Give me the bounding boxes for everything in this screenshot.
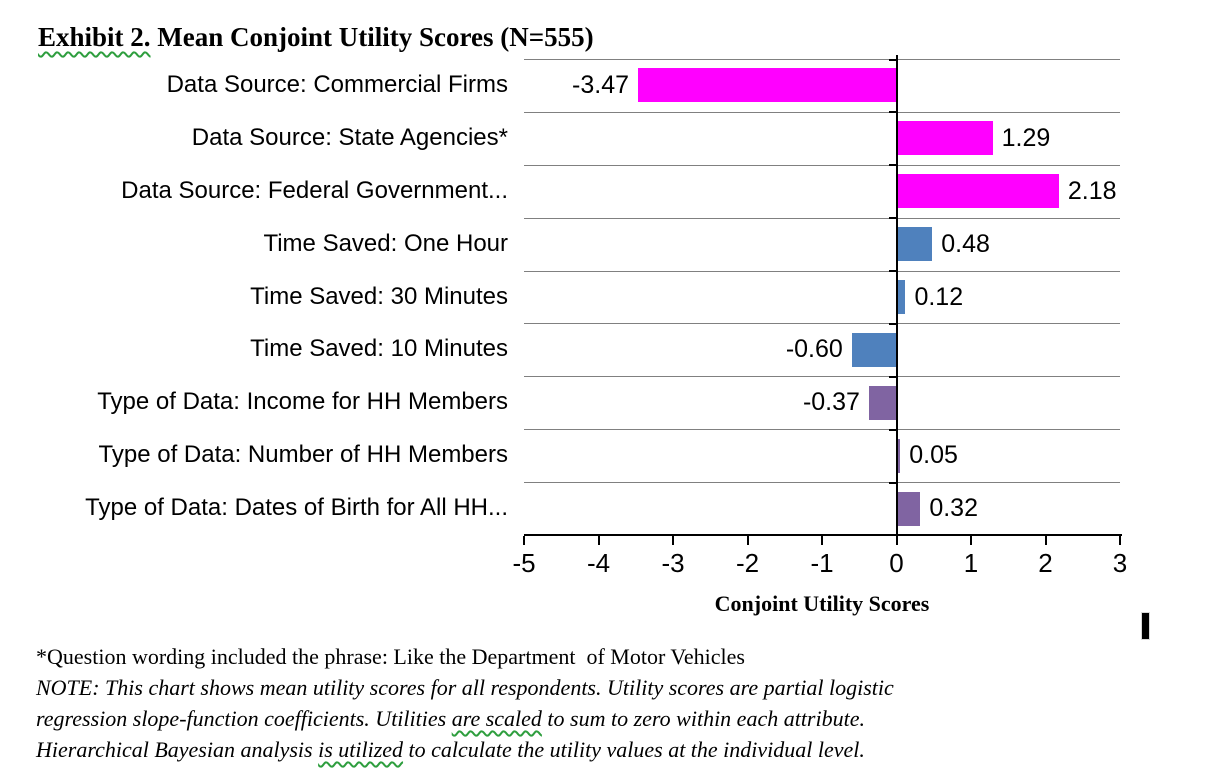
x-axis-tick-label: 0 <box>889 548 904 578</box>
text-segment: regression slope-function coefficients. … <box>36 706 452 731</box>
category-axis-tick <box>888 217 896 220</box>
value-label: 2.18 <box>1067 176 1117 205</box>
category-axis-tick <box>888 428 896 431</box>
text-segment: NOTE: This chart shows mean utility scor… <box>36 675 894 700</box>
x-axis-tick-label: 3 <box>1112 548 1128 578</box>
text-segment: to calculate the utility values at the i… <box>403 737 865 762</box>
text-segment: to sum to zero within each attribute. <box>541 706 865 731</box>
category-label: Type of Data: Number of HH Members <box>98 441 508 469</box>
bar <box>896 227 933 262</box>
value-label: -0.37 <box>802 388 860 417</box>
x-axis-tick-label: -5 <box>512 548 536 578</box>
value-label: 0.12 <box>914 282 964 311</box>
gridline <box>524 217 1120 219</box>
x-axis-tick-label: -1 <box>810 548 834 578</box>
gridline <box>524 482 1120 484</box>
text-segment: Mean Conjoint Utility Scores (N=555) <box>150 22 594 52</box>
x-axis-tick <box>970 536 972 545</box>
gridline <box>524 376 1120 378</box>
category-label: Time Saved: 30 Minutes <box>250 282 508 310</box>
x-axis-tick-label: 2 <box>1038 548 1053 578</box>
bar <box>896 491 921 526</box>
category-label: Data Source: State Agencies* <box>191 123 508 151</box>
footnote-note-line-3: Hierarchical Bayesian analysis is utiliz… <box>36 734 894 765</box>
cursor-bar <box>1141 612 1150 640</box>
bar <box>896 438 901 473</box>
category-axis-tick <box>888 111 896 114</box>
gridline <box>524 270 1120 272</box>
category-axis-tick <box>888 270 896 273</box>
x-axis-title: Conjoint Utility Scores <box>714 591 930 616</box>
category-label: Data Source: Federal Government... <box>121 176 508 204</box>
value-label: 0.32 <box>929 494 978 523</box>
value-label: -0.60 <box>785 335 843 364</box>
bar <box>896 174 1059 209</box>
gridline <box>524 164 1120 166</box>
footnote-note-line-1: NOTE: This chart shows mean utility scor… <box>36 672 894 703</box>
category-axis-tick <box>888 322 896 325</box>
footnote-asterisk: *Question wording included the phrase: L… <box>36 644 745 669</box>
value-label: 0.48 <box>941 229 990 258</box>
value-label: -3.47 <box>572 71 629 99</box>
bar <box>637 68 897 103</box>
gridline <box>524 429 1120 431</box>
category-label: Data Source: Commercial Firms <box>166 71 508 98</box>
zero-axis-line <box>895 55 898 535</box>
bar <box>868 385 897 420</box>
bar <box>896 121 993 156</box>
category-axis-tick <box>888 58 896 61</box>
category-axis-tick <box>888 375 896 378</box>
category-label: Time Saved: One Hour <box>263 229 508 257</box>
chart-title: Exhibit 2. Mean Conjoint Utility Scores … <box>38 22 594 53</box>
footnotes-block: *Question wording included the phrase: L… <box>36 641 894 765</box>
bar <box>851 332 897 367</box>
gridline <box>524 59 1120 60</box>
x-axis-tick <box>1119 536 1121 545</box>
x-axis-tick <box>895 536 898 545</box>
gridline <box>524 111 1120 113</box>
value-label: 1.29 <box>1001 123 1051 152</box>
spellcheck-wavy-text: is utilized <box>318 737 404 762</box>
category-label: Type of Data: Dates of Birth for All HH.… <box>85 494 508 522</box>
x-axis-tick <box>597 536 600 545</box>
x-axis-tick <box>1044 536 1047 545</box>
x-axis-tick-label: -4 <box>586 548 611 578</box>
bar <box>896 280 906 314</box>
category-axis-tick <box>888 481 896 484</box>
x-axis-tick-label: -3 <box>661 548 685 578</box>
category-axis-tick <box>888 164 896 167</box>
x-axis-tick <box>523 536 525 545</box>
category-label: Time Saved: 10 Minutes <box>250 335 508 363</box>
x-axis-tick-label: 1 <box>963 548 979 578</box>
gridline <box>524 323 1120 325</box>
x-axis-tick-label: -2 <box>735 548 760 578</box>
spellcheck-wavy-text: Exhibit 2. <box>38 22 151 52</box>
value-label: 0.05 <box>909 441 958 470</box>
x-axis-tick <box>746 536 749 545</box>
x-axis-line <box>524 534 1122 536</box>
x-axis-tick <box>821 536 823 545</box>
spellcheck-wavy-text: are scaled <box>451 706 542 731</box>
plot-area: -3.47 1.29 2.18 0.48 0.12 -0.60 -0.37 0.05 0.32 <box>524 55 1120 535</box>
x-axis-tick <box>672 536 674 545</box>
text-segment: Hierarchical Bayesian analysis <box>36 737 319 762</box>
category-label: Type of Data: Income for HH Members <box>97 388 508 416</box>
footnote-note-line-2: regression slope-function coefficients. … <box>36 703 894 734</box>
